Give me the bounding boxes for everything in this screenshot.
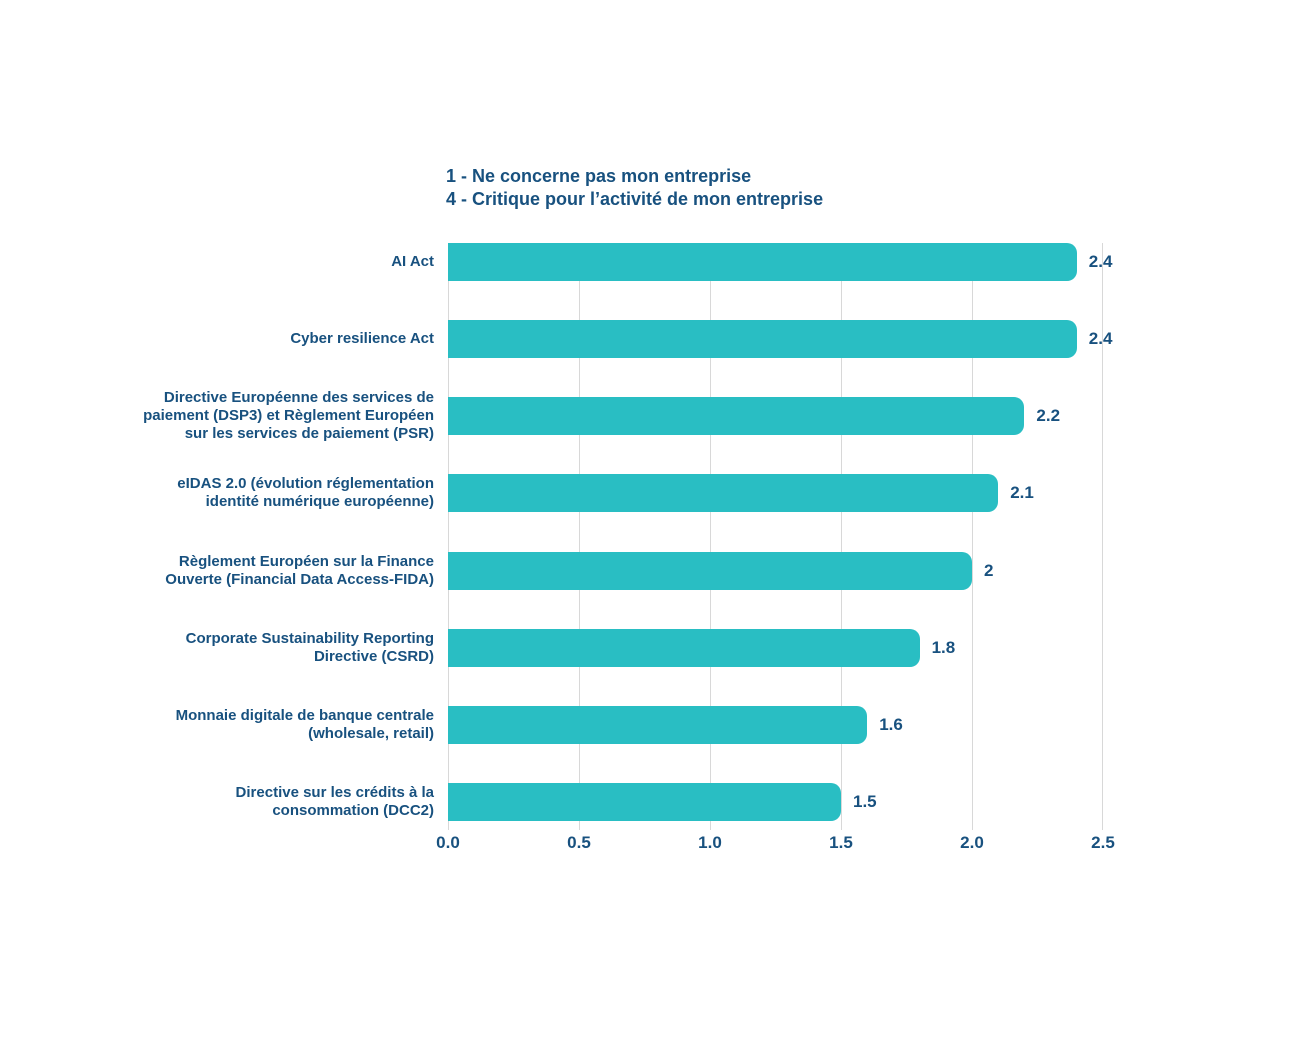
bar-value-label: 2.2 — [1036, 406, 1061, 425]
gridline-2.5 — [1102, 243, 1103, 830]
x-tick-label: 0.5 — [567, 833, 591, 852]
scale-note-line-1: 1 - Ne concerne pas mon entreprise — [446, 166, 752, 186]
row-label: Corporate Sustainability Reporting Direc… — [185, 630, 434, 665]
bar — [448, 320, 1077, 358]
chart-row: Règlement Européen sur la Finance Ouvert… — [165, 552, 1103, 590]
bar — [448, 243, 1077, 281]
bar-value-label: 1.6 — [879, 715, 903, 734]
row-label: Directive sur les crédits à la consommat… — [235, 784, 434, 819]
bar-value-label: 2.1 — [1010, 483, 1034, 502]
x-tick-label: 1.5 — [829, 833, 853, 852]
bar-value-label: 2 — [984, 561, 994, 580]
bar — [448, 706, 868, 744]
bar — [448, 474, 999, 512]
scale-note: 1 - Ne concerne pas mon entreprise 4 - C… — [446, 165, 823, 211]
row-label: Monnaie digitale de banque centrale (who… — [175, 707, 434, 742]
row-label: eIDAS 2.0 (évolution réglementation iden… — [177, 475, 434, 510]
gridline-0.0 — [448, 243, 449, 830]
bar-value-label: 1.5 — [853, 792, 877, 811]
chart-row: eIDAS 2.0 (évolution réglementation iden… — [177, 474, 1103, 512]
x-tick-label: 2.5 — [1091, 833, 1115, 852]
x-tick-label: 1.0 — [698, 833, 722, 852]
row-label: Cyber resilience Act — [290, 330, 434, 347]
bar — [448, 552, 972, 590]
bar — [448, 629, 920, 667]
chart-row: AI Act 2.4 — [391, 243, 1112, 281]
chart-row: Corporate Sustainability Reporting Direc… — [186, 629, 1103, 667]
row-label: AI Act — [391, 253, 434, 270]
scale-note-line-2: 4 - Critique pour l’activité de mon entr… — [446, 189, 824, 209]
gridline-2.0 — [972, 243, 973, 830]
row-label: Règlement Européen sur la Finance Ouvert… — [165, 553, 434, 588]
bar-value-label: 1.8 — [931, 638, 956, 657]
row-label: Directive Européenne des services de pai… — [143, 389, 434, 442]
x-tick-label: 2.0 — [960, 833, 984, 852]
x-tick-label: 0.0 — [436, 833, 460, 852]
bar — [448, 397, 1025, 435]
chart-row: Monnaie digitale de banque centrale (who… — [176, 706, 1103, 744]
chart-row: Directive sur les crédits à la consommat… — [236, 783, 1103, 821]
chart-row: Directive Européenne des services de pai… — [143, 389, 1103, 442]
chart-row: Cyber resilience Act 2.4 — [290, 320, 1112, 358]
bar-value-label: 2.4 — [1088, 329, 1113, 348]
gridline-0.5 — [579, 243, 580, 830]
bar-value-label: 2.4 — [1088, 252, 1113, 271]
gridline-1.5 — [841, 243, 842, 830]
bar — [448, 783, 841, 821]
gridline-1.0 — [710, 243, 711, 830]
plot-area: AI Act 2.4 Cyber resilience Act 2.4 Dire… — [143, 243, 1115, 852]
